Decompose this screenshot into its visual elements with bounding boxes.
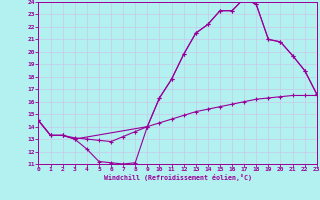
X-axis label: Windchill (Refroidissement éolien,°C): Windchill (Refroidissement éolien,°C) xyxy=(104,174,252,181)
